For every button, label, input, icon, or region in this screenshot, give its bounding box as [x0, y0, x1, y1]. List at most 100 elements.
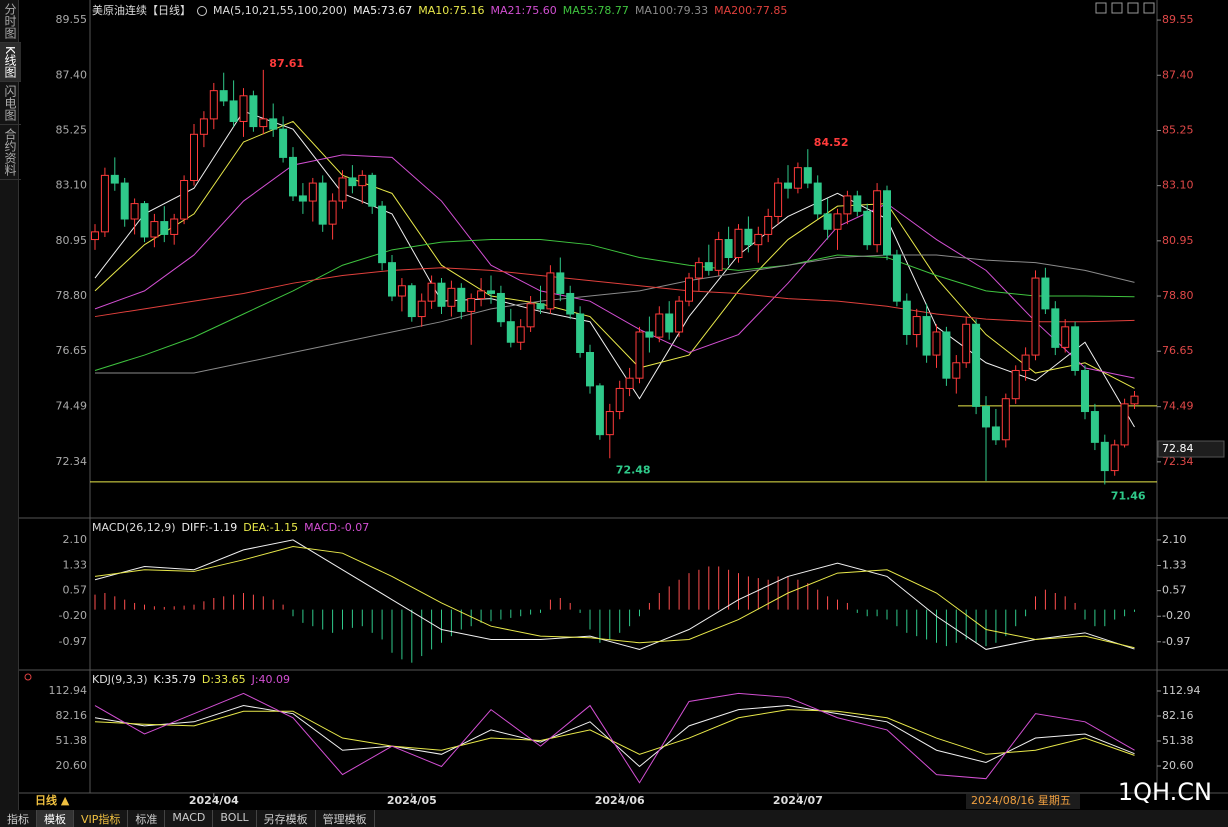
- candle-body: [902, 300, 911, 336]
- bottom-tab[interactable]: 指标: [0, 810, 37, 827]
- candle-body: [190, 133, 198, 182]
- legend-entry: K:35.79: [153, 673, 196, 686]
- candle-body: [803, 167, 812, 184]
- candle-body: [328, 200, 337, 225]
- y-tick-label: 80.95: [56, 234, 88, 247]
- candle-body: [91, 231, 99, 241]
- icon[interactable]: [197, 6, 207, 16]
- candle-body: [605, 411, 614, 436]
- candle-body: [714, 239, 723, 271]
- y-tick-label-right: 87.40: [1162, 68, 1194, 81]
- candle-body: [962, 323, 971, 364]
- candle-body: [368, 174, 377, 207]
- candle-body: [685, 277, 693, 302]
- y-tick-label-right: -0.97: [1162, 635, 1190, 648]
- bottom-tab[interactable]: MACD: [165, 810, 214, 827]
- candle-body: [427, 282, 436, 302]
- y-tick-label-right: 89.55: [1162, 13, 1194, 26]
- y-tick-label: 112.94: [49, 684, 88, 697]
- bottom-tab[interactable]: 另存模板: [257, 810, 316, 827]
- macd-header: MACD(26,12,9) DIFF:-1.19 DEA:-1.15 MACD:-0.…: [92, 521, 375, 534]
- candle-body: [645, 331, 654, 338]
- icon[interactable]: [1143, 2, 1155, 14]
- y-tick-label: 51.38: [56, 734, 88, 747]
- candle-body: [784, 182, 792, 189]
- candle-body: [130, 203, 139, 220]
- bottom-tab[interactable]: 管理模板: [316, 810, 375, 827]
- y-tick-label-right: 2.10: [1162, 533, 1187, 546]
- candle-body: [774, 182, 783, 217]
- date-box: [966, 794, 1080, 809]
- candle-body: [397, 285, 406, 297]
- candle-body: [595, 385, 604, 436]
- side-tab[interactable]: 闪电图: [0, 82, 21, 125]
- candle-body: [110, 174, 119, 184]
- legend-entry: MA200:77.85: [714, 4, 788, 17]
- low-annotation: 71.46: [1111, 489, 1146, 502]
- candle-body: [279, 128, 288, 158]
- toolbar-icons[interactable]: [1095, 2, 1155, 14]
- side-tab[interactable]: 合约资料: [0, 125, 21, 180]
- bottom-tab[interactable]: VIP指标: [74, 810, 129, 827]
- high-annotation: 87.61: [269, 57, 304, 70]
- x-tick-label: 2024/06: [595, 794, 645, 807]
- bottom-tab[interactable]: 标准: [128, 810, 166, 827]
- candle-body: [447, 287, 456, 307]
- legend-entry: MA21:75.60: [490, 4, 557, 17]
- candle-body: [863, 210, 872, 246]
- indicator-line: [94, 539, 1135, 650]
- candle-body: [972, 323, 981, 407]
- low-annotation: 72.48: [616, 463, 651, 476]
- candle-body: [249, 95, 258, 128]
- candle-body: [1090, 411, 1099, 443]
- bottom-tab[interactable]: BOLL: [213, 810, 257, 827]
- candle-body: [1061, 326, 1070, 348]
- bottom-tabs: 指标 模板 VIP指标 标准 MACD BOLL 另存模板 管理模板: [0, 810, 1228, 827]
- subtitle: MA(5,10,21,55,100,200): [213, 4, 348, 17]
- side-tab[interactable]: K线图: [0, 43, 21, 82]
- legend-entry: MA55:78.77: [562, 4, 629, 17]
- candle-body: [417, 300, 426, 318]
- candle-body: [694, 262, 703, 279]
- candle-body: [348, 177, 357, 187]
- icon[interactable]: [1127, 2, 1139, 14]
- candle-body: [1021, 354, 1030, 371]
- y-tick-label: 87.40: [56, 68, 88, 81]
- candle-body: [477, 290, 486, 300]
- candle-body: [1130, 395, 1139, 405]
- y-tick-label-right: -0.20: [1162, 609, 1190, 622]
- y-tick-label-right: 74.49: [1162, 400, 1194, 413]
- y-tick-label: 20.60: [56, 759, 88, 772]
- candle-body: [853, 195, 862, 212]
- y-tick-label: 1.33: [63, 558, 88, 571]
- candle-body: [378, 205, 387, 264]
- y-tick-label-right: 83.10: [1162, 179, 1194, 192]
- x-tick-label: 2024/05: [387, 794, 437, 807]
- y-tick-label: 76.65: [56, 344, 88, 357]
- candle-body: [308, 182, 317, 202]
- bottom-tab[interactable]: 模板: [37, 810, 74, 827]
- candle-body: [516, 326, 525, 343]
- icon[interactable]: [1095, 2, 1107, 14]
- watermark: 1QH.CN: [1118, 778, 1212, 806]
- icon[interactable]: [1111, 2, 1123, 14]
- candle-body: [150, 221, 159, 238]
- candle-body: [289, 156, 297, 197]
- candle-body: [892, 254, 901, 302]
- candle-body: [586, 352, 594, 387]
- legend-entry: J:40.09: [251, 673, 291, 686]
- period-label[interactable]: 日线 ▲: [35, 793, 70, 807]
- price-tag-box: [1157, 440, 1225, 458]
- candle-body: [506, 321, 515, 343]
- candle-body: [467, 298, 476, 312]
- legend-entry: DIFF:-1.19: [181, 521, 238, 534]
- legend-entry: MA10:75.16: [418, 4, 485, 17]
- side-tab[interactable]: 分时图: [0, 0, 21, 43]
- candle-body: [239, 95, 248, 122]
- candle-body: [358, 174, 367, 187]
- candle-body: [1051, 308, 1060, 348]
- y-tick-label: 82.16: [56, 709, 88, 722]
- x-tick-label: 2024/04: [189, 794, 239, 807]
- y-tick-label-right: 112.94: [1162, 684, 1201, 697]
- candle-body: [754, 233, 763, 246]
